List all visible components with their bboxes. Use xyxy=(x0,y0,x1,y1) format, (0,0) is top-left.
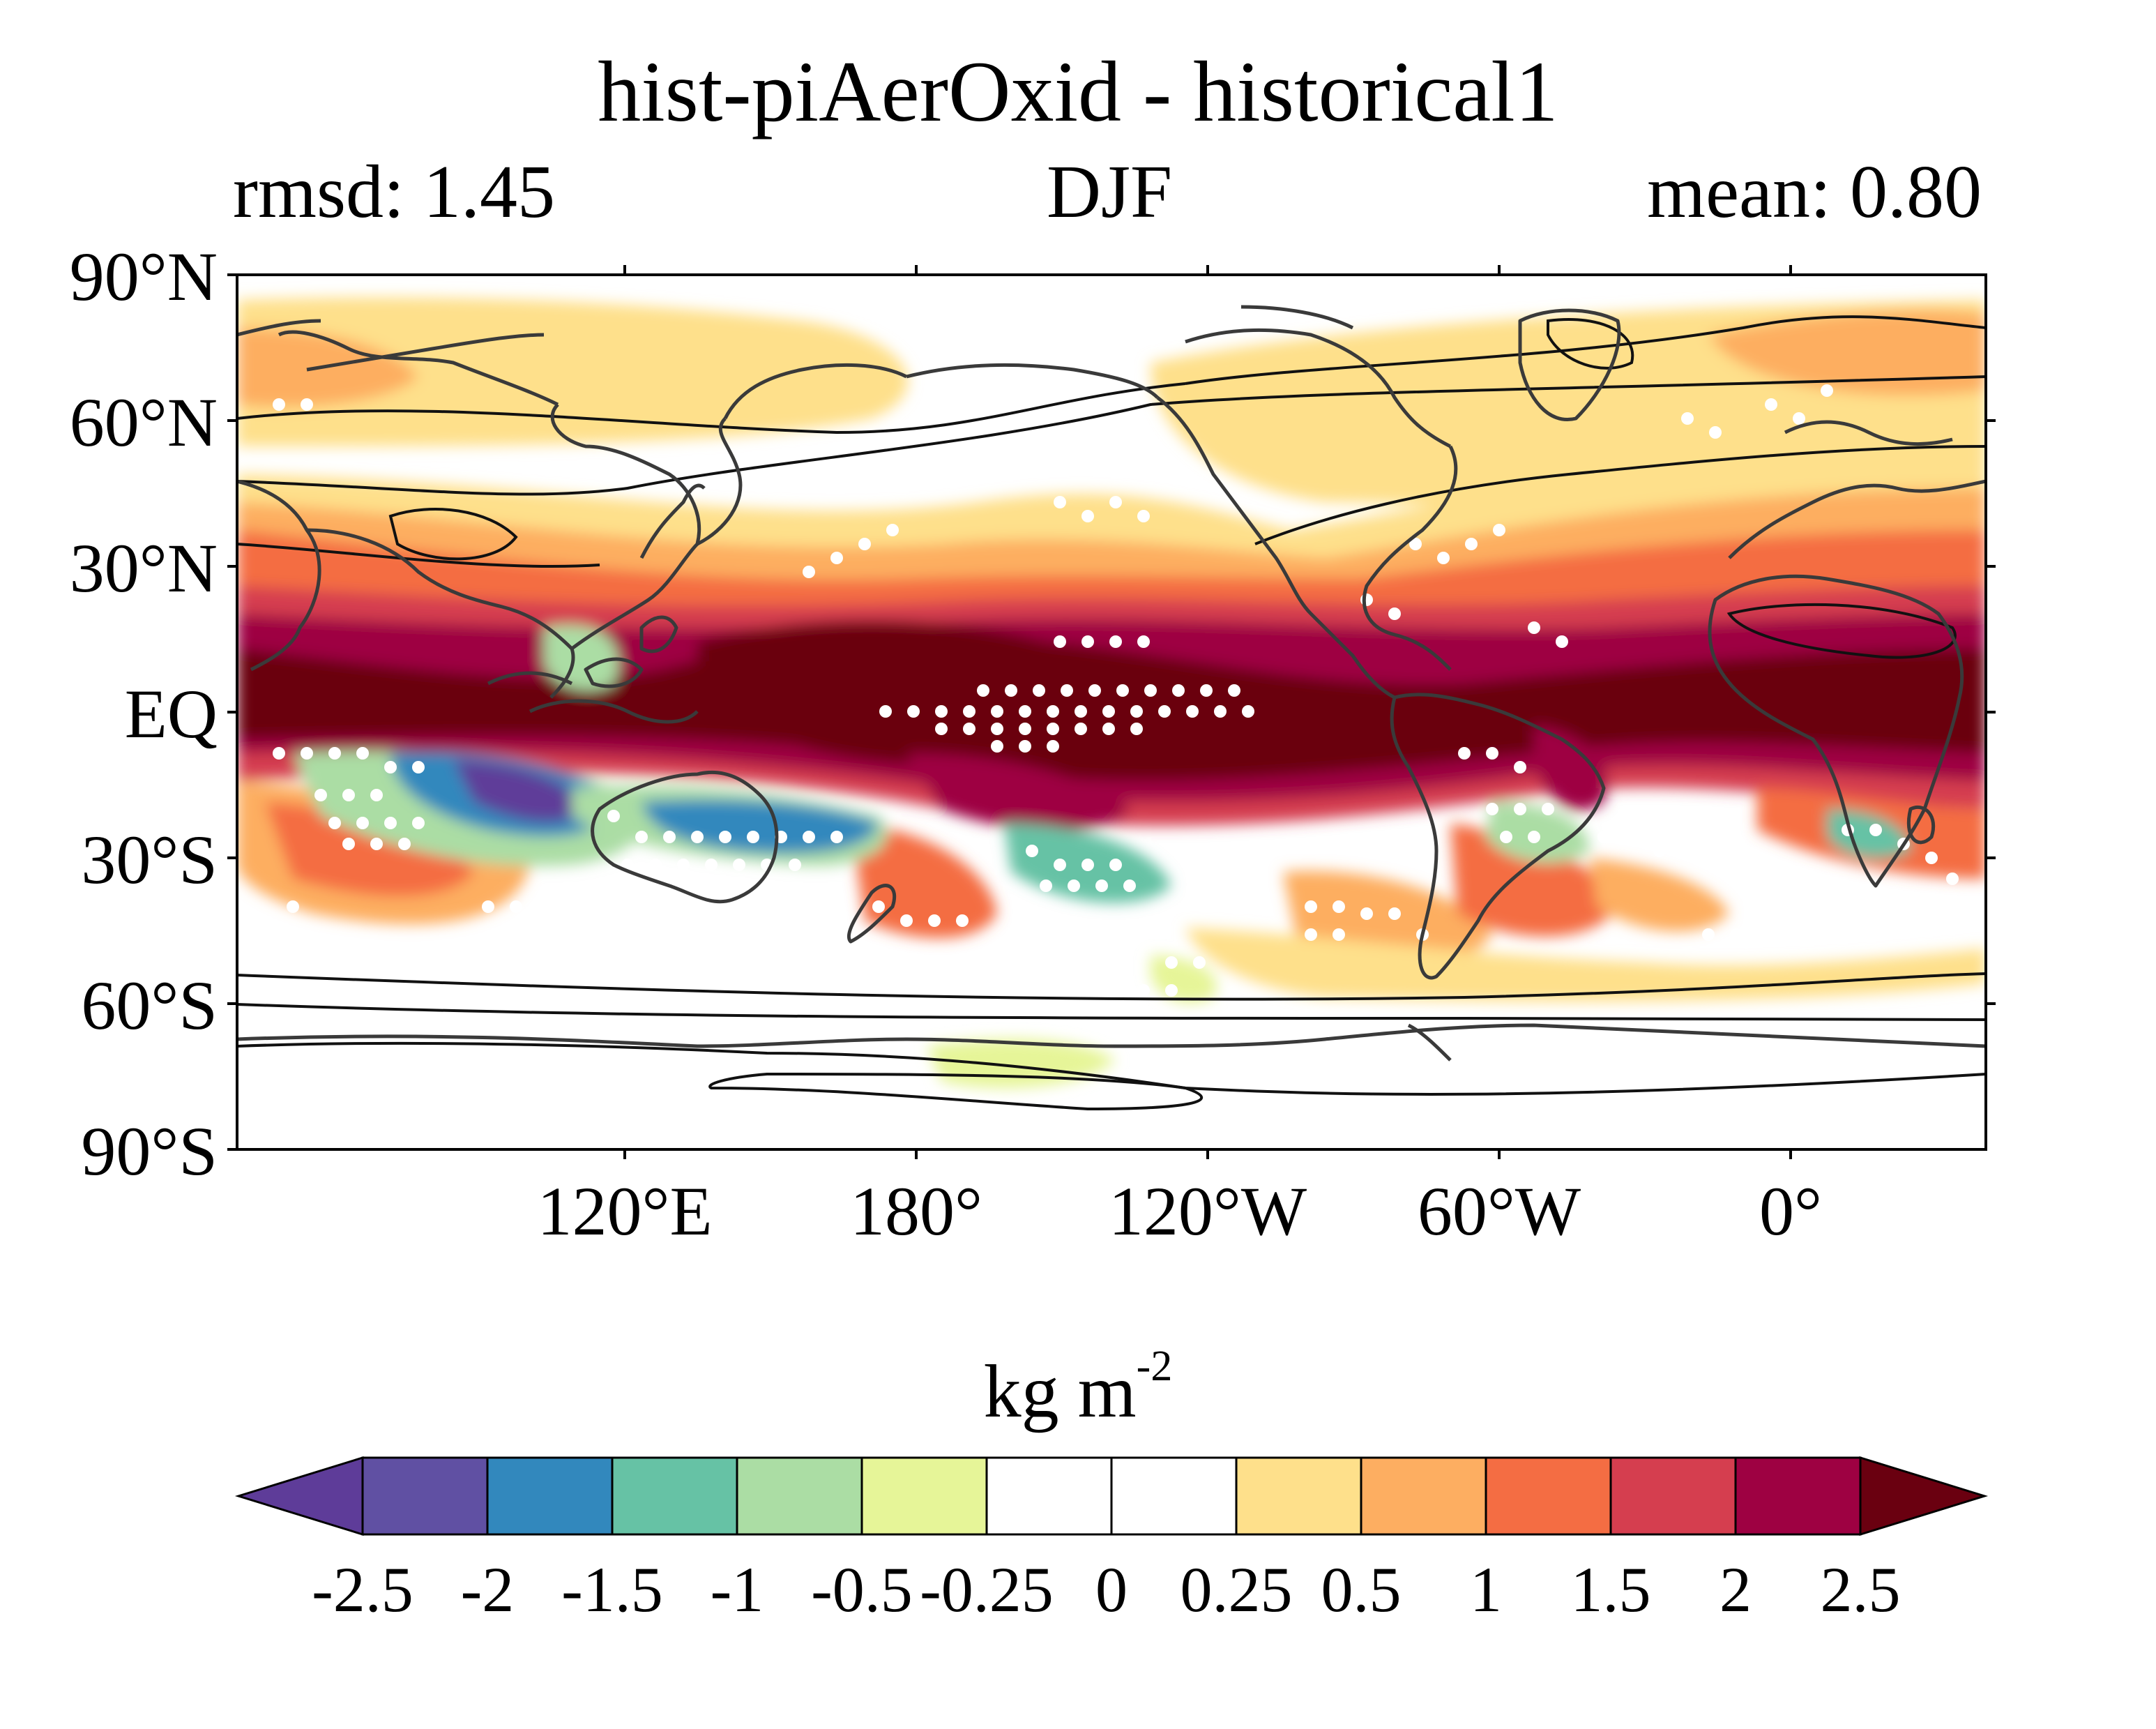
longitude-labels: 120°E 180° 120°W 60°W 0° xyxy=(537,1172,1822,1250)
colorbar-box xyxy=(361,1456,489,1536)
units-exponent: -2 xyxy=(1136,1343,1173,1390)
map-title: hist-piAerOxid - historical1 xyxy=(598,44,1558,139)
colorbar-box xyxy=(486,1456,614,1536)
rmsd-label: rmsd: 1.45 xyxy=(233,151,556,234)
lat-label-90s: 90°S xyxy=(81,1112,218,1190)
units-base: kg m xyxy=(983,1350,1137,1433)
lat-label-eq: EQ xyxy=(125,675,218,753)
lon-label-0: 0° xyxy=(1759,1172,1822,1250)
coastlines xyxy=(237,305,1986,1062)
map-field xyxy=(237,275,1986,1149)
colorbar-tick-label: 0.5 xyxy=(1321,1554,1402,1625)
colorbar-tick-label: 1.5 xyxy=(1571,1554,1651,1625)
colorbar: -2.5 -2 -1.5 -1 -0.5 -0.25 0 0.25 0.5 1 1.5 2 2.5 xyxy=(234,1456,1989,1625)
climatology-contours xyxy=(237,315,1986,1111)
colorbar-tick-label: -2.5 xyxy=(312,1554,413,1625)
axis-ticks xyxy=(227,265,1996,1159)
colorbar-box xyxy=(611,1456,738,1536)
lon-label-120e: 120°E xyxy=(537,1172,712,1250)
colorbar-extend-high xyxy=(1859,1456,1989,1537)
lat-label-60n: 60°N xyxy=(70,384,218,461)
colorbar-tick-label: -2 xyxy=(461,1554,515,1625)
lon-label-120w: 120°W xyxy=(1109,1172,1307,1250)
lon-label-60w: 60°W xyxy=(1418,1172,1581,1250)
units-label: kg m-2 xyxy=(0,1345,2156,1430)
lat-label-30s: 30°S xyxy=(81,821,218,898)
colorbar-tick-label: -0.25 xyxy=(920,1554,1054,1625)
colorbar-box xyxy=(860,1456,988,1536)
colorbar-tick-label: 0.25 xyxy=(1181,1554,1293,1625)
significance-stippling xyxy=(273,384,1973,1025)
colorbar-box xyxy=(1734,1456,1862,1536)
colorbar-box xyxy=(736,1456,863,1536)
colorbar-box xyxy=(1360,1456,1487,1536)
colorbar-extend-low xyxy=(234,1456,364,1537)
lat-label-90n: 90°N xyxy=(70,238,218,315)
colorbar-tick-label: 2 xyxy=(1720,1554,1752,1625)
colorbar-box xyxy=(1485,1456,1612,1536)
lon-label-180: 180° xyxy=(850,1172,982,1250)
latitude-labels: 90°N 60°N 30°N EQ 30°S 60°S 90°S xyxy=(70,238,218,1190)
season-label: DJF xyxy=(1046,151,1173,234)
colorbar-tick-label: 1 xyxy=(1470,1554,1502,1625)
colorbar-box xyxy=(1110,1456,1238,1536)
colorbar-tick-label: -1.5 xyxy=(561,1554,663,1625)
lat-label-30n: 30°N xyxy=(70,529,218,607)
colorbar-tick-label: -1 xyxy=(711,1554,764,1625)
colorbar-tick-label: 0 xyxy=(1095,1554,1128,1625)
colorbar-tick-label: -0.5 xyxy=(811,1554,913,1625)
mean-label: mean: 0.80 xyxy=(1647,151,1982,234)
colorbar-box xyxy=(985,1456,1113,1536)
colorbar-box xyxy=(1609,1456,1737,1536)
colorbar-tick-label: 2.5 xyxy=(1821,1554,1901,1625)
lat-label-60s: 60°S xyxy=(81,967,218,1044)
colorbar-box xyxy=(1235,1456,1362,1536)
